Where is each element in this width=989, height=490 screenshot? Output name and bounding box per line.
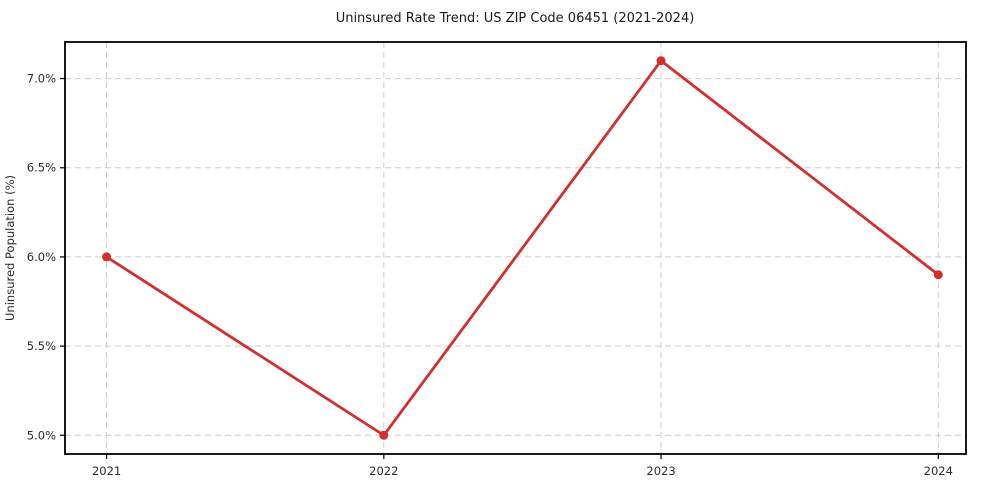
- x-tick-label: 2023: [646, 464, 675, 478]
- y-tick-label: 5.0%: [27, 428, 56, 442]
- y-tick-label: 6.5%: [27, 161, 56, 175]
- x-tick-label: 2022: [369, 464, 398, 478]
- plot-border: [64, 41, 967, 455]
- data-point: [656, 56, 666, 66]
- data-point: [933, 270, 943, 280]
- y-tick-label: 5.5%: [27, 339, 56, 353]
- y-tick-label: 7.0%: [27, 72, 56, 86]
- x-tick-label: 2021: [92, 464, 121, 478]
- trend-line: [105, 59, 940, 437]
- data-point: [379, 430, 389, 440]
- chart-title: Uninsured Rate Trend: US ZIP Code 06451 …: [336, 11, 695, 26]
- data-point: [102, 252, 112, 262]
- y-tick-label: 6.0%: [27, 250, 56, 264]
- y-axis-label: Uninsured Population (%): [3, 175, 17, 321]
- x-tick-label: 2024: [924, 464, 953, 478]
